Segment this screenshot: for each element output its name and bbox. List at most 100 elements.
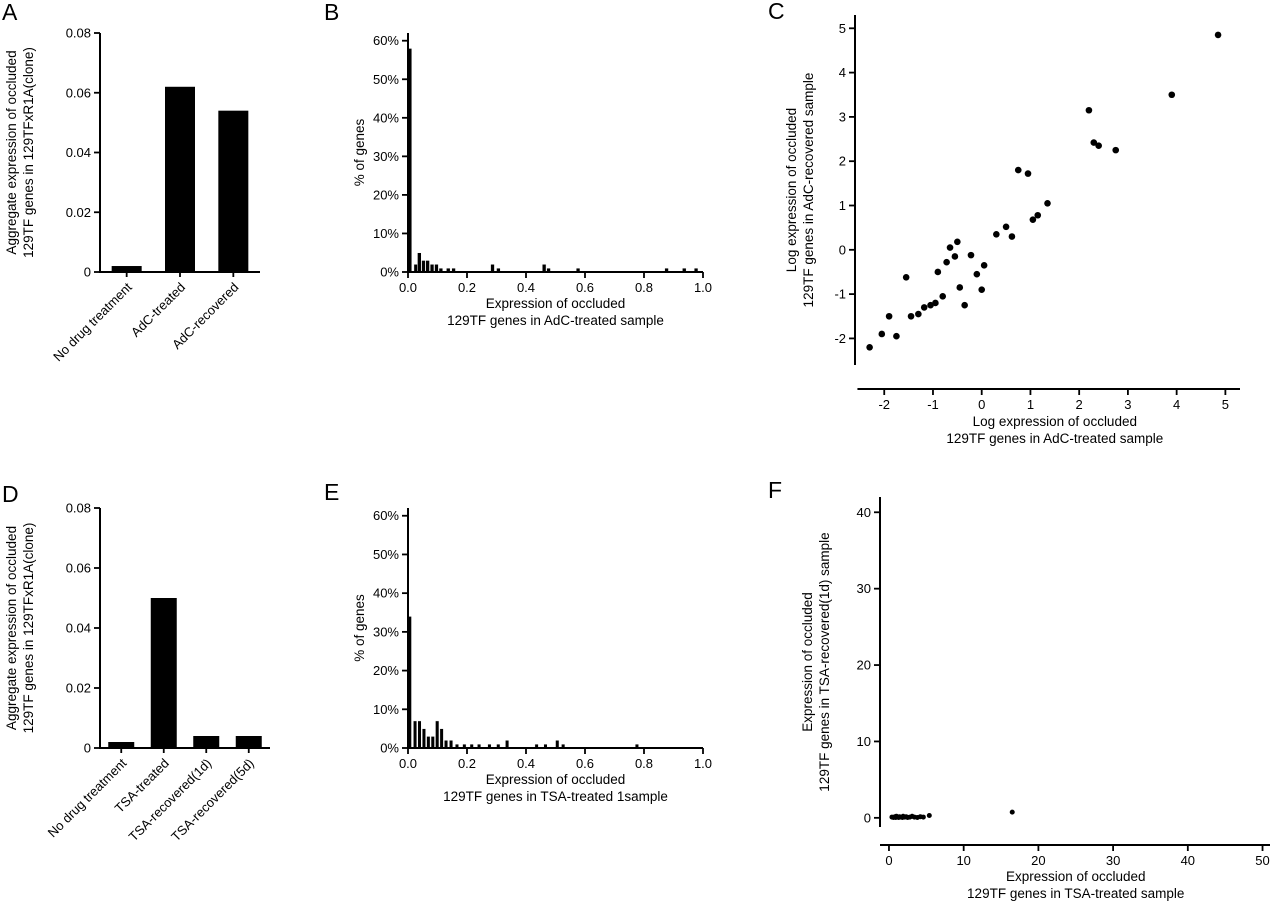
panel-e: E 0% 10% 20% 30% 40% 50% 60% % of genes 0.0 0.2 0.… [320,475,720,903]
svg-text:40%: 40% [373,586,399,601]
panel-b-letter: B [324,0,340,25]
svg-text:0.04: 0.04 [66,145,91,160]
svg-text:60%: 60% [373,508,399,523]
svg-text:0%: 0% [380,265,399,280]
panel-c: C -2 -1 0 1 2 3 4 5 Log expression of occluded 12… [720,0,1280,475]
svg-text:129TF genes in AdC-treated sam: 129TF genes in AdC-treated sample [447,313,664,328]
svg-text:1.0: 1.0 [694,280,712,295]
panel-a-letter: A [2,0,18,25]
svg-text:0.08: 0.08 [66,501,91,516]
svg-text:40%: 40% [373,110,399,125]
svg-text:No drug treatment: No drug treatment [50,279,135,364]
svg-text:129TF genes in TSA-recovered(1: 129TF genes in TSA-recovered(1d) sample [817,532,832,791]
panel-f: F 0 10 20 30 40 Expression of occluded 129TF g… [720,475,1280,903]
svg-text:5: 5 [1222,397,1229,412]
bar-chart-aggregate-adc: 0 0.02 0.04 0.06 0.08 Aggregate expression of… [4,26,260,364]
svg-text:% of genes: % of genes [352,118,367,186]
svg-text:-2: -2 [834,331,846,346]
svg-text:2: 2 [1076,397,1083,412]
svg-text:Expression of occluded: Expression of occluded [1006,869,1146,884]
svg-text:129TF genes in TSA-treated 1sa: 129TF genes in TSA-treated 1sample [443,789,668,804]
panel-d-letter: D [2,481,19,507]
svg-text:-1: -1 [927,397,939,412]
svg-text:0.04: 0.04 [66,621,91,636]
svg-text:-1: -1 [834,287,846,302]
svg-text:3: 3 [1124,397,1131,412]
svg-text:0.06: 0.06 [66,85,91,100]
svg-text:0: 0 [864,810,871,825]
svg-text:50%: 50% [373,72,399,87]
svg-text:Expression of occluded: Expression of occluded [800,592,815,732]
svg-text:30%: 30% [373,149,399,164]
svg-text:129TF genes in AdC-treated sam: 129TF genes in AdC-treated sample [946,431,1163,446]
svg-text:20: 20 [857,658,871,673]
svg-text:0: 0 [839,242,846,257]
svg-text:0.6: 0.6 [576,756,594,771]
svg-text:10%: 10% [373,702,399,717]
svg-text:30: 30 [1106,853,1120,868]
svg-text:Expression of occluded: Expression of occluded [486,772,626,787]
svg-text:Log expression of occluded: Log expression of occluded [973,414,1137,429]
svg-text:129TF genes in 129TFxR1A(clone: 129TF genes in 129TFxR1A(clone) [21,523,36,734]
panel-f-letter: F [768,477,783,503]
panel-b: B 0% 10% 20% 30% 40% 50% 60% % of genes 0.0 0.2 0.… [320,0,720,475]
svg-text:0.02: 0.02 [66,681,91,696]
svg-text:0: 0 [84,265,91,280]
svg-text:1: 1 [839,198,846,213]
svg-text:0.8: 0.8 [635,280,653,295]
svg-text:-2: -2 [878,397,890,412]
svg-text:0.4: 0.4 [517,756,535,771]
svg-text:0.2: 0.2 [458,280,476,295]
svg-text:4: 4 [1173,397,1180,412]
svg-text:0.02: 0.02 [66,205,91,220]
panel-a: A 0 0.02 0.04 0.06 0.08 Aggregate expression … [0,0,320,475]
svg-text:Log expression of occluded: Log expression of occluded [784,108,799,272]
histogram-adc-treated: 0% 10% 20% 30% 40% 50% 60% % of genes 0.0 0.2 0.4 0… [352,33,712,328]
svg-text:50%: 50% [373,547,399,562]
svg-text:129TF genes in 129TFxR1A(clone: 129TF genes in 129TFxR1A(clone) [21,47,36,258]
svg-text:20%: 20% [373,187,399,202]
bar-chart-aggregate-tsa: 0 0.02 0.04 0.06 0.08 Aggregate expression of… [4,501,270,845]
panel-d: D 0 0.02 0.04 0.06 0.08 Aggregate expression … [0,475,320,903]
svg-text:TSA-recovered(5d): TSA-recovered(5d) [168,756,257,845]
svg-text:Expression of occluded: Expression of occluded [486,296,626,311]
svg-text:Aggregate expression of occlud: Aggregate expression of occluded [4,50,19,254]
svg-text:10: 10 [857,734,871,749]
svg-text:Aggregate expression of occlud: Aggregate expression of occluded [4,526,19,730]
svg-text:40: 40 [857,505,871,520]
svg-text:0%: 0% [380,741,399,756]
svg-text:60%: 60% [373,33,399,48]
svg-text:10%: 10% [373,226,399,241]
svg-text:30%: 30% [373,624,399,639]
svg-text:No drug treatment: No drug treatment [45,755,130,840]
panel-c-letter: C [768,0,785,24]
svg-text:0.06: 0.06 [66,561,91,576]
svg-text:129TF genes in AdC-recovered s: 129TF genes in AdC-recovered sample [801,73,816,308]
svg-text:2: 2 [839,154,846,169]
svg-text:0.0: 0.0 [399,280,417,295]
svg-text:3: 3 [839,109,846,124]
svg-text:0.08: 0.08 [66,26,91,41]
svg-text:0.2: 0.2 [458,756,476,771]
svg-text:30: 30 [857,581,871,596]
svg-text:129TF genes in TSA-treated sam: 129TF genes in TSA-treated sample [967,886,1184,901]
svg-text:4: 4 [839,65,846,80]
svg-text:0.0: 0.0 [399,756,417,771]
svg-text:0.8: 0.8 [635,756,653,771]
svg-text:0.6: 0.6 [576,280,594,295]
svg-text:0.4: 0.4 [517,280,535,295]
svg-text:% of genes: % of genes [352,594,367,662]
svg-text:1.0: 1.0 [694,756,712,771]
svg-text:0: 0 [978,397,985,412]
svg-text:20: 20 [1031,853,1045,868]
svg-text:10: 10 [956,853,970,868]
svg-text:20%: 20% [373,663,399,678]
svg-text:1: 1 [1027,397,1034,412]
svg-text:5: 5 [839,21,846,36]
svg-text:0: 0 [84,741,91,756]
svg-text:0: 0 [885,853,892,868]
svg-text:50: 50 [1255,853,1269,868]
